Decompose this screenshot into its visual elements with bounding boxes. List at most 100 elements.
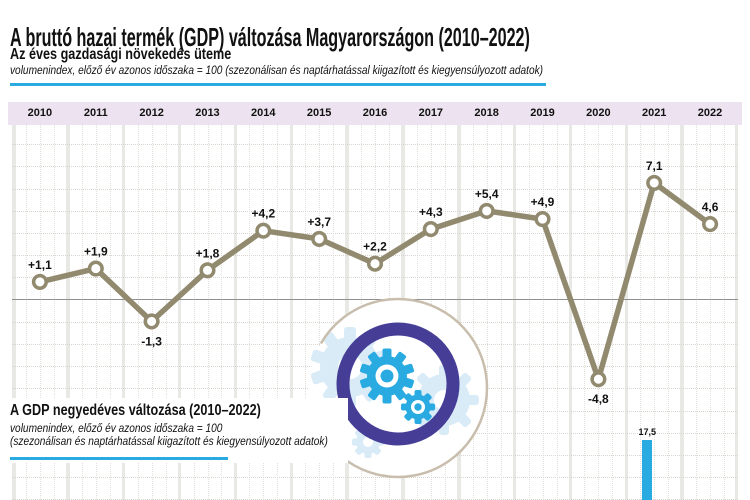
accent-underline-quarterly (10, 457, 228, 460)
quarterly-chart-heading: A GDP negyedéves változása (2010–2022) (10, 402, 261, 419)
horizontal-gridline (12, 277, 738, 279)
year-divider (345, 125, 349, 500)
quarter-gridline (95, 125, 97, 500)
accent-underline-annual (10, 83, 546, 86)
quarterly-chart-header: A GDP negyedéves változása (2010–2022) v… (0, 398, 348, 463)
quarter-gridline (598, 125, 600, 500)
data-point (311, 230, 328, 247)
quarter-gridline (26, 125, 27, 500)
year-label: 2010 (27, 107, 53, 119)
year-label: 2017 (418, 107, 444, 119)
bar-2021-q2 (642, 440, 653, 500)
data-point-label: +4,2 (251, 207, 275, 221)
year-label: 2013 (195, 107, 220, 119)
cyan-gear-small-icon (401, 390, 435, 424)
year-divider (121, 125, 126, 500)
data-point-label: -1,3 (141, 334, 162, 348)
data-point (199, 262, 216, 279)
year-divider (233, 125, 238, 500)
quarterly-chart-subtitle-line2: (szezonálisan és naptárhatással kiigazít… (10, 436, 328, 448)
data-point-label: +1,9 (84, 245, 108, 259)
year-label: 2016 (362, 107, 388, 119)
year-divider (12, 125, 16, 500)
icon-outer-arc (319, 297, 489, 479)
data-point-label: +5,4 (475, 187, 499, 201)
year-label: 2019 (530, 107, 555, 119)
data-point-label: -4,8 (588, 392, 609, 406)
quarter-gridline (640, 125, 642, 500)
data-point (255, 222, 272, 239)
quarter-gridline (165, 125, 167, 500)
quarterly-chart-subtitle-line1: volumenindex, előző év azonos időszaka =… (10, 423, 223, 435)
year-divider (680, 125, 684, 500)
data-point (646, 174, 663, 191)
year-divider (289, 125, 293, 500)
zero-line (12, 299, 738, 300)
horizontal-gridline (12, 144, 738, 146)
data-point-label: +2,2 (363, 240, 387, 254)
data-point (478, 202, 495, 219)
quarter-gridline (81, 125, 83, 500)
data-point-label: +1,1 (28, 258, 52, 272)
quarter-gridline (612, 125, 614, 500)
quarter-gridline (193, 125, 195, 500)
quarter-gridline (472, 125, 474, 500)
year-label: 2011 (83, 107, 108, 119)
quarter-gridline (319, 125, 321, 500)
chart-grid (12, 125, 738, 500)
data-point-label: +4,3 (419, 205, 443, 219)
quarter-gridline (654, 125, 656, 500)
horizontal-gridline (12, 232, 738, 234)
quarter-gridline (277, 125, 279, 500)
year-label: 2022 (697, 107, 723, 119)
data-point (534, 211, 551, 228)
data-point (590, 371, 607, 388)
year-label: 2012 (139, 107, 164, 119)
year-divider (177, 125, 182, 500)
year-label: 2014 (251, 107, 276, 119)
quarter-gridline (724, 125, 725, 500)
page-title: A bruttó hazai termék (GDP) változása Ma… (10, 22, 530, 53)
quarter-gridline (710, 125, 712, 500)
bar-value-label: 17,5 (638, 427, 657, 437)
quarter-gridline (263, 125, 265, 500)
annual-chart-heading: Az éves gazdasági növekedés üteme (10, 46, 232, 63)
quarter-gridline (500, 125, 502, 500)
quarter-gridline (696, 125, 698, 500)
data-point-label: 4,6 (702, 200, 719, 214)
data-point-label: 7,1 (646, 159, 663, 173)
quarter-gridline (486, 125, 488, 500)
data-point-label: +3,7 (307, 215, 331, 229)
year-divider (457, 125, 461, 500)
year-axis: 2010 2011 2012 2013 2014 2015 2016 2017 2018 2019… (8, 102, 742, 125)
horizontal-gridline (12, 166, 738, 168)
quarter-gridline (137, 125, 139, 500)
quarter-gridline (221, 125, 223, 500)
data-point-label: +4,9 (531, 195, 555, 209)
data-point (422, 221, 439, 238)
quarter-gridline (53, 125, 55, 500)
gears-icon (309, 297, 489, 479)
data-point (366, 255, 384, 272)
data-point (87, 260, 104, 277)
quarter-gridline (39, 125, 41, 500)
year-divider (734, 125, 738, 500)
quarter-gridline (151, 125, 153, 500)
quarter-gridline (207, 125, 209, 500)
quarter-gridline (249, 125, 251, 500)
horizontal-gridline (12, 188, 738, 190)
data-point (143, 313, 160, 330)
year-divider (624, 125, 629, 500)
quarter-gridline (556, 125, 558, 500)
data-point (702, 216, 719, 233)
year-label: 2015 (306, 107, 332, 119)
quarter-gridline (668, 125, 670, 500)
horizontal-gridline (12, 477, 738, 479)
year-divider (568, 125, 573, 500)
year-label: 2018 (474, 107, 499, 119)
quarter-gridline (584, 125, 586, 500)
year-divider (512, 125, 517, 500)
quarter-gridline (305, 125, 307, 500)
